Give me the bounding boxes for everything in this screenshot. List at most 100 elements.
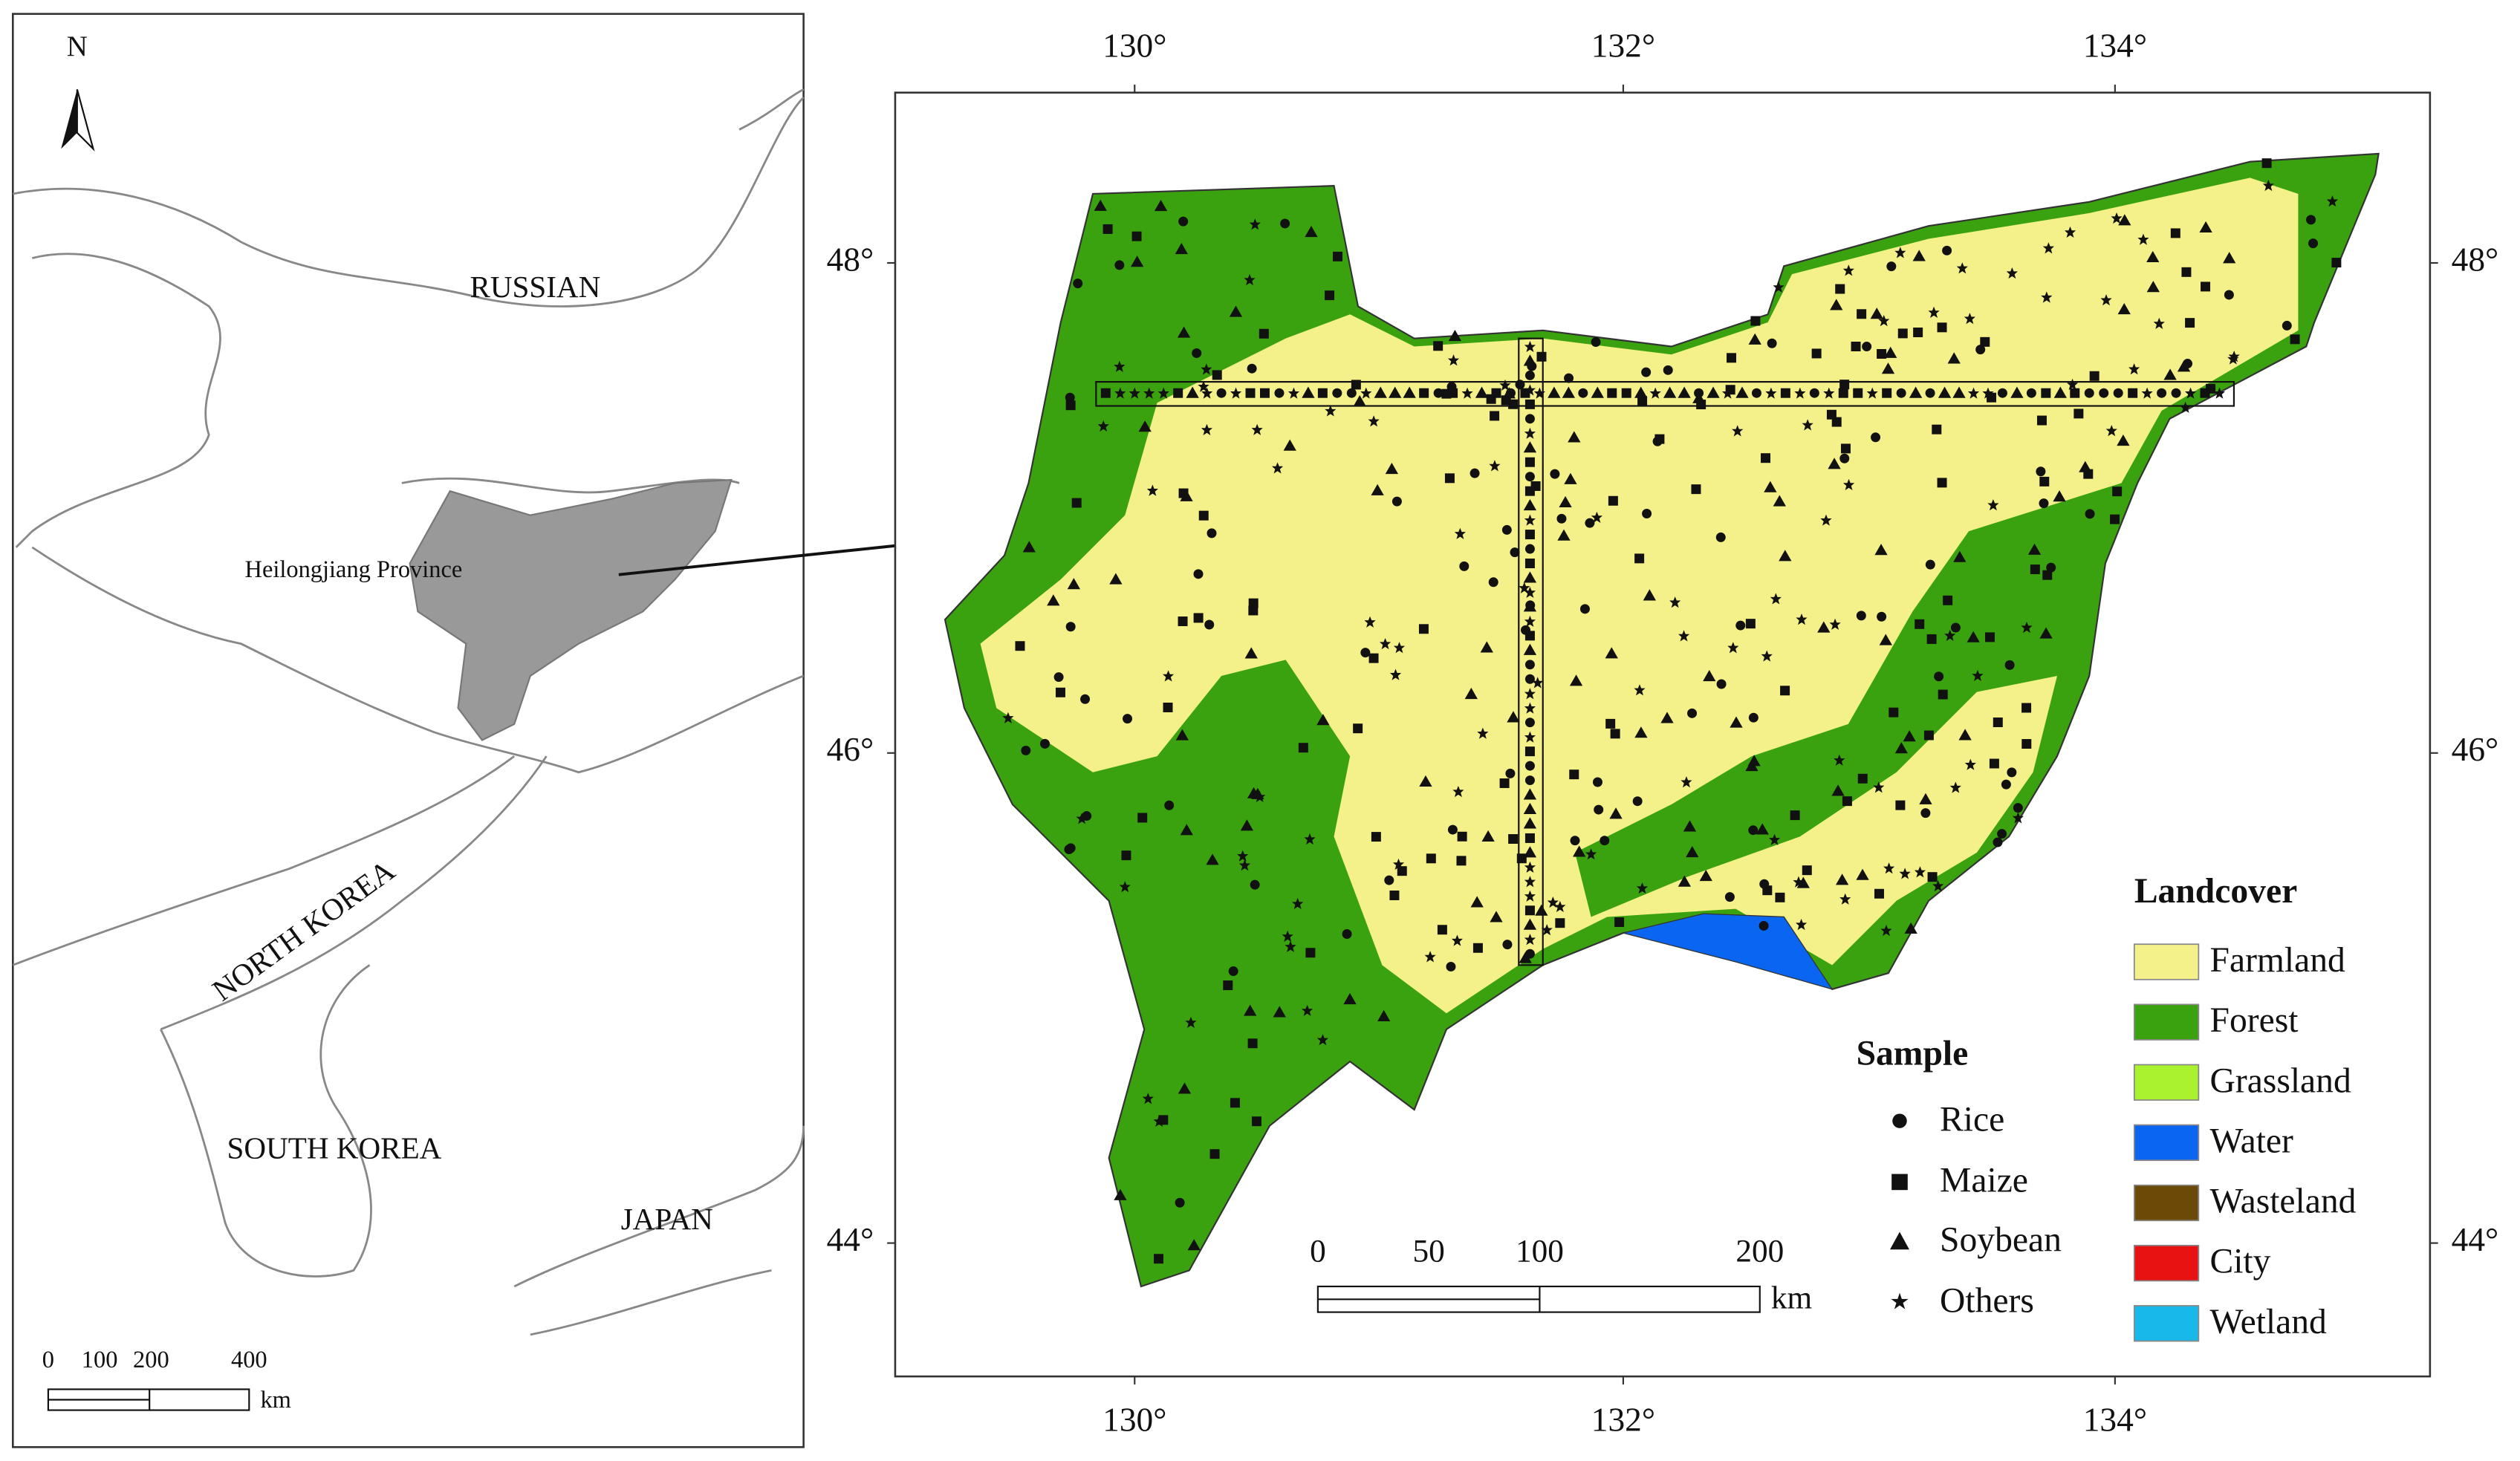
sample-marker [1880, 925, 1892, 937]
sample-marker [2001, 779, 2011, 790]
sample-marker [1856, 868, 1869, 880]
sample-marker [1835, 284, 1845, 294]
sample-marker [1524, 615, 1536, 627]
sample-marker [1138, 420, 1152, 432]
sample-marker [1947, 352, 1961, 364]
sample-marker [1305, 948, 1316, 958]
sample-marker [1053, 672, 1064, 683]
sample-marker [2041, 291, 2053, 303]
sample-marker [1637, 396, 1648, 406]
sample-marker [1491, 388, 1501, 398]
sample-marker [1895, 800, 1906, 810]
sample-marker [2046, 562, 2056, 573]
sample-marker [1568, 431, 1581, 443]
scale-unit: km [260, 1387, 290, 1413]
sample-marker [1523, 498, 1537, 511]
legend-symbol [1892, 1113, 1907, 1128]
sample-marker [1817, 621, 1831, 633]
sample-marker [2180, 401, 2192, 413]
sample-marker [1735, 386, 1749, 398]
sample-marker [1886, 261, 1897, 272]
sample-marker [1856, 611, 1866, 621]
sample-marker [1770, 593, 1782, 605]
sample-marker [1699, 869, 1712, 882]
legend-label: Rice [1940, 1100, 2004, 1139]
legend-label: Soybean [1940, 1221, 2062, 1260]
sample-marker [2053, 386, 2067, 398]
sample-marker [1747, 755, 1761, 767]
sample-marker [1853, 388, 1863, 398]
sample-marker [1080, 694, 1091, 704]
sample-marker [2039, 476, 2050, 487]
sample-marker [1591, 337, 1601, 348]
sample-marker [1523, 846, 1537, 858]
legend-symbol [1891, 1174, 1908, 1191]
lon-label: 130° [1102, 27, 1166, 65]
sample-marker [1490, 411, 1500, 421]
sample-marker [1477, 727, 1489, 739]
sample-marker [1283, 439, 1296, 451]
sample-marker [1499, 379, 1511, 391]
sample-marker [1523, 354, 1537, 366]
sample-marker [1767, 338, 1777, 348]
sample-marker [1524, 340, 1536, 353]
sample-marker [2041, 388, 2051, 398]
sample-marker [1519, 582, 1530, 593]
sample-marker [1759, 920, 1769, 931]
sample-marker [1878, 315, 1890, 327]
sample-marker [1956, 262, 1968, 274]
sample-marker [1153, 1254, 1163, 1264]
scale-label: 0 [42, 1347, 54, 1373]
sample-marker [1510, 547, 1520, 558]
sample-marker [1923, 730, 1934, 741]
sample-marker [1642, 509, 1652, 518]
sample-marker [1727, 642, 1739, 654]
sample-marker [2213, 387, 2226, 399]
sample-marker [1304, 833, 1316, 845]
sample-marker [1523, 643, 1537, 655]
sample-marker [1842, 264, 1854, 276]
sample-marker [1228, 966, 1238, 977]
sample-marker [1193, 569, 1204, 579]
sample-marker [1384, 875, 1394, 885]
sample-marker [1987, 499, 1999, 511]
lon-label: 132° [1591, 27, 1655, 65]
sample-marker [1247, 787, 1261, 798]
sample-marker [1209, 1149, 1220, 1159]
sample-marker [1230, 1098, 1240, 1108]
sample-marker [1851, 342, 1861, 351]
sample-marker [1353, 723, 1363, 734]
sample-marker [1877, 611, 1887, 622]
sample-marker [1678, 386, 1691, 398]
sample-marker [1508, 834, 1519, 845]
sample-marker [1831, 417, 1842, 427]
sample-marker [1121, 850, 1131, 861]
sample-marker [1212, 370, 1222, 380]
sample-marker [1123, 714, 1133, 724]
sample-marker [2084, 388, 2094, 398]
sample-marker [1634, 386, 1648, 398]
sample-marker [1952, 386, 1966, 398]
sample-marker [1250, 879, 1260, 890]
sample-marker [2200, 388, 2210, 398]
sample-marker [2146, 281, 2160, 293]
sample-marker [1298, 743, 1308, 753]
sample-marker [2099, 388, 2109, 398]
legend-swatch [2133, 1064, 2200, 1101]
sample-marker [1456, 856, 1467, 866]
sample-marker [2141, 387, 2153, 399]
sample-marker [1881, 362, 1895, 374]
sample-marker [1325, 290, 1335, 301]
sample-marker [1180, 489, 1193, 501]
sample-marker [1904, 922, 1917, 934]
sample-marker [1745, 619, 1756, 629]
sample-marker [1532, 677, 1544, 689]
sample-marker [1076, 813, 1088, 824]
sample-marker [1287, 387, 1299, 399]
sample-marker [1605, 718, 1616, 729]
sample-marker [2128, 363, 2140, 375]
sample-marker [1502, 940, 1513, 950]
sample-marker [2118, 214, 2131, 226]
sample-marker [1180, 824, 1193, 836]
sample-marker [2042, 242, 2054, 254]
